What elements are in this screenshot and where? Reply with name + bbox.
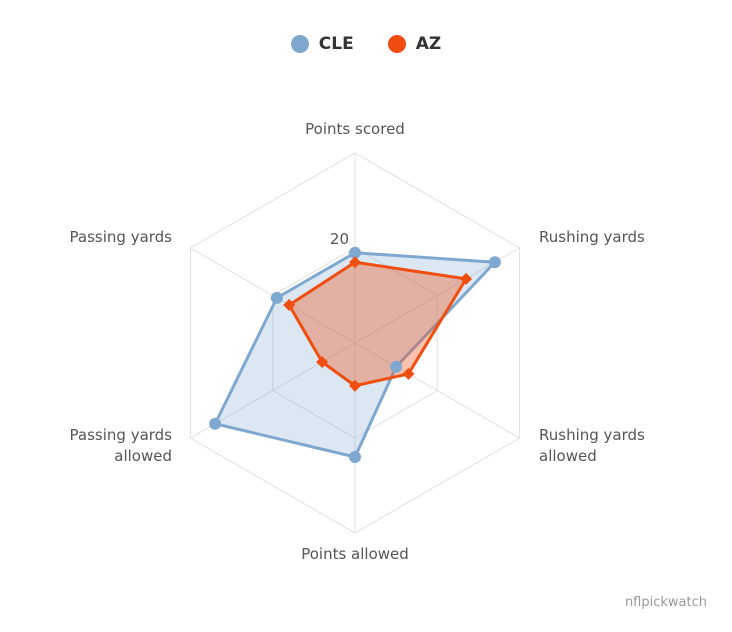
data-point-az[interactable] — [349, 256, 361, 269]
data-point-cle[interactable] — [488, 256, 501, 269]
axis-label: Points scored — [305, 120, 405, 138]
axis-label: Rushing yards — [539, 228, 645, 246]
radar-series — [209, 246, 501, 463]
data-point-az[interactable] — [460, 272, 473, 285]
axis-label: Rushing yards allowed — [539, 426, 645, 465]
legend-item-az[interactable]: AZ — [387, 34, 442, 54]
grid-spoke — [354, 342, 520, 439]
data-point-az[interactable] — [349, 379, 361, 392]
axis-label: Passing yards — [70, 228, 173, 246]
radar-axis-labels: Points scored Rushing yards Rushing yards a… — [70, 120, 646, 563]
legend: CLE AZ — [0, 34, 732, 54]
data-point-cle[interactable] — [349, 246, 361, 259]
data-point-cle[interactable] — [349, 451, 361, 463]
legend-marker-az — [387, 35, 406, 53]
axis-label: Points allowed — [301, 545, 409, 563]
data-point-cle[interactable] — [209, 417, 222, 430]
data-point-cle[interactable] — [390, 360, 403, 373]
legend-marker-cle — [290, 35, 309, 53]
legend-label-cle: CLE — [318, 34, 354, 54]
tick-label: 20 — [330, 230, 349, 248]
data-point-az[interactable] — [402, 367, 415, 380]
axis-label: Passing yards allowed — [70, 426, 173, 465]
legend-label-az: AZ — [415, 34, 442, 54]
data-point-az[interactable] — [316, 356, 329, 368]
credits-text: nflpickwatch — [624, 595, 707, 610]
data-point-az[interactable] — [283, 299, 296, 311]
legend-item-cle[interactable]: CLE — [290, 34, 354, 54]
data-point-cle[interactable] — [270, 291, 283, 304]
